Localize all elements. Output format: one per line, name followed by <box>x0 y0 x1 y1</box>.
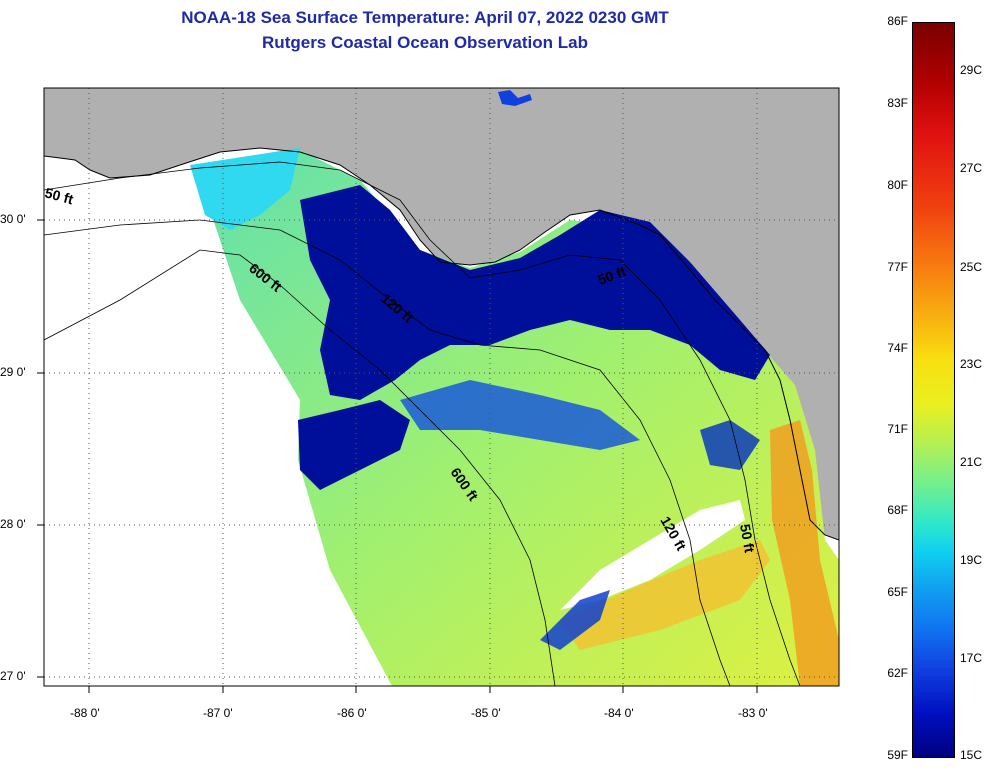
lat-label: 29 0' <box>0 365 26 379</box>
map-frame <box>43 87 840 687</box>
lon-label: -86 0' <box>337 706 367 720</box>
map-subtitle: Rutgers Coastal Ocean Observation Lab <box>262 33 588 52</box>
colorbar-label-f: 77F <box>887 260 908 274</box>
contour-label: 50 ft <box>737 523 758 554</box>
blue-patch-south <box>540 590 610 650</box>
contour-label: 50 ft <box>43 184 75 207</box>
colorbar-label-c: 19C <box>960 553 983 567</box>
colorbar-label-c: 27C <box>960 161 983 175</box>
colorbar-label-c: 15C <box>960 748 983 762</box>
lon-label: -83 0' <box>738 706 768 720</box>
colorbar-label-c: 25C <box>960 260 983 274</box>
lat-label: 27 0' <box>0 669 26 683</box>
land-mass <box>44 88 839 540</box>
blue-patch-east <box>700 420 760 470</box>
lon-label: -88 0' <box>70 706 100 720</box>
colorbar-label-c: 21C <box>960 455 983 469</box>
cloud-patch-north <box>300 185 770 400</box>
colorbar-label-f: 80F <box>887 178 908 192</box>
warm-coastal-band <box>770 420 839 686</box>
map-title: NOAA-18 Sea Surface Temperature: April 0… <box>181 8 669 27</box>
colorbar-label-f: 62F <box>887 666 908 680</box>
warm-spots <box>560 540 770 650</box>
lon-label: -87 0' <box>203 706 233 720</box>
colorbar-label-f: 59F <box>887 748 908 762</box>
cloud-patch-west <box>298 400 410 490</box>
coastline <box>44 147 839 541</box>
colorbar-label-f: 83F <box>887 96 908 110</box>
colorbar-label-c: 29C <box>960 63 983 77</box>
colorbar-label-f: 74F <box>887 341 908 355</box>
blue-streak <box>400 380 640 450</box>
lon-label: -85 0' <box>471 706 501 720</box>
lat-label: 28 0' <box>0 517 26 531</box>
lat-label: 30 0' <box>0 212 26 226</box>
lon-label: -84 0' <box>604 706 634 720</box>
contour-600ft <box>44 249 556 686</box>
colorbar <box>912 22 955 758</box>
colorbar-label-f: 86F <box>887 14 908 28</box>
contour-50ft <box>44 161 801 686</box>
contour-120ft <box>44 219 731 686</box>
axis-ticks <box>37 219 758 693</box>
white-cloud-south <box>560 500 745 610</box>
colorbar-label-c: 23C <box>960 357 983 371</box>
colorbar-label-c: 17C <box>960 651 983 665</box>
inland-blob <box>498 90 532 106</box>
colorbar-label-f: 65F <box>887 585 908 599</box>
cyan-patch <box>190 148 300 230</box>
colorbar-label-f: 68F <box>887 503 908 517</box>
colorbar-label-f: 71F <box>887 422 908 436</box>
